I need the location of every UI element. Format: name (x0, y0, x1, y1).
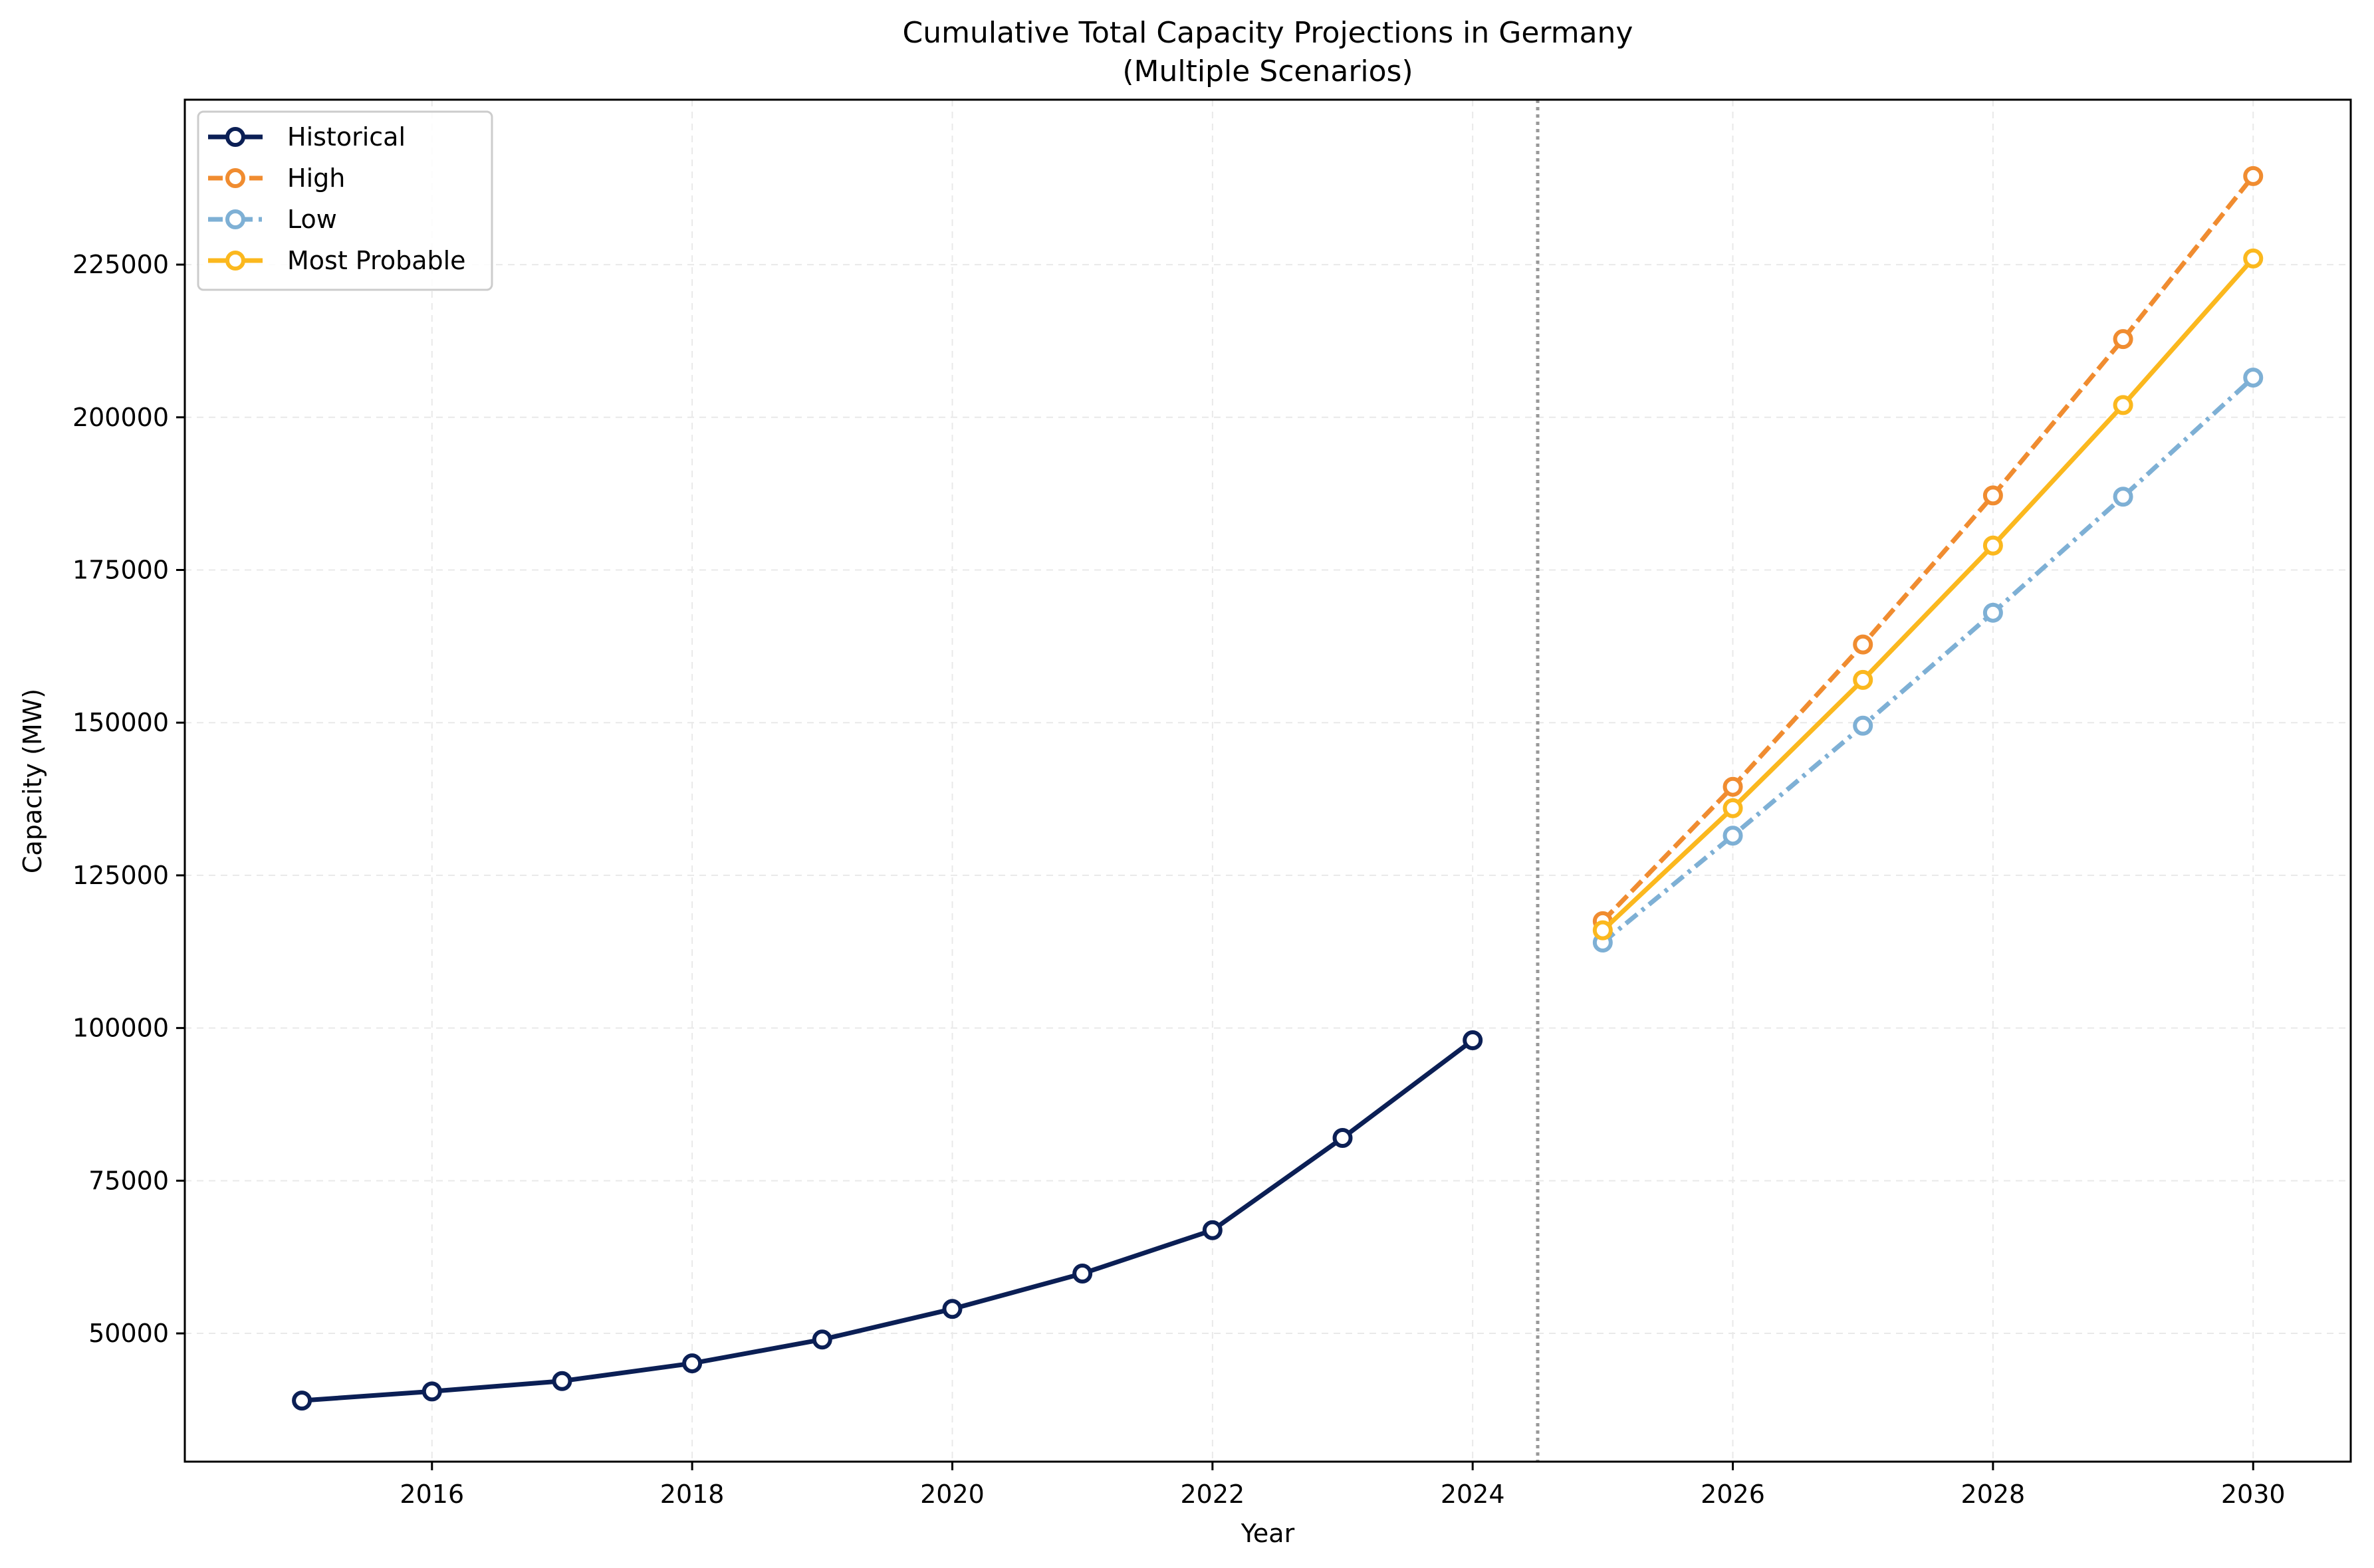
data-point (1722, 776, 1743, 797)
legend-label: Historical (287, 122, 406, 152)
y-tick-label: 125000 (72, 861, 169, 890)
data-point (1982, 602, 2003, 623)
data-point (1463, 1030, 1483, 1051)
y-tick-label: 200000 (72, 403, 169, 432)
y-tick-label: 175000 (72, 556, 169, 585)
data-point (2113, 329, 2133, 350)
plot-frame (183, 98, 2352, 1463)
data-point (682, 1353, 703, 1374)
series-most-probable (1592, 248, 2264, 941)
data-point (2243, 166, 2264, 186)
y-tick-label: 150000 (72, 708, 169, 737)
x-tick-label: 2022 (1180, 1480, 1245, 1509)
data-point (942, 1299, 963, 1319)
x-tick-label: 2026 (1701, 1480, 1765, 1509)
data-point (1202, 1220, 1223, 1240)
legend-item: High (208, 164, 345, 193)
legend-item: Most Probable (208, 246, 466, 275)
series-high (1592, 166, 2264, 931)
data-point (1853, 715, 1873, 736)
legend-marker (225, 251, 245, 271)
data-point (1982, 535, 2003, 556)
x-axis-label: Year (1241, 1519, 1295, 1548)
y-tick-label: 50000 (88, 1319, 169, 1348)
x-tick-label: 2030 (2221, 1480, 2286, 1509)
legend-marker (225, 127, 245, 147)
series-line (1601, 257, 2255, 933)
data-point (2243, 248, 2264, 269)
data-point (2113, 487, 2133, 507)
grid-lines (185, 100, 2351, 1462)
chart-subtitle: (Multiple Scenarios) (1122, 55, 1413, 88)
data-point (1982, 485, 2003, 506)
legend-item: Historical (208, 122, 406, 152)
x-tick-label: 2028 (1961, 1480, 2026, 1509)
legend-label: Most Probable (287, 246, 466, 275)
y-tick-label: 225000 (72, 250, 169, 279)
data-point (1853, 634, 1873, 655)
y-axis-label: Capacity (MW) (18, 689, 47, 873)
legend: Historical High Low Most Probable (197, 110, 493, 291)
series-layer (292, 166, 2264, 1411)
data-point (1853, 669, 1873, 690)
series-historical (292, 1030, 1483, 1411)
data-point (2113, 395, 2133, 415)
series-line (1601, 174, 2255, 923)
data-point (1722, 826, 1743, 846)
series-line (1601, 376, 2255, 945)
x-tick-label: 2020 (920, 1480, 985, 1509)
data-point (1332, 1128, 1353, 1149)
legend-label: High (287, 164, 345, 193)
data-point (1592, 920, 1613, 941)
y-tick-label: 100000 (72, 1014, 169, 1043)
data-point (2243, 368, 2264, 388)
x-axis: 2016 2018 2020 2022 2024 2026 2028 2030 (400, 1462, 2286, 1509)
y-axis: 50000 75000 100000 125000 150000 175000 200000… (72, 250, 185, 1348)
data-point (812, 1329, 832, 1350)
y-tick-label: 75000 (88, 1166, 169, 1195)
series-low (1592, 368, 2264, 952)
data-point (552, 1371, 572, 1391)
data-point (292, 1391, 312, 1411)
data-point (421, 1381, 442, 1402)
legend-frame (197, 110, 493, 291)
data-point (1072, 1263, 1093, 1284)
data-point (1722, 798, 1743, 818)
legend-marker (225, 209, 245, 229)
legend-item: Low (208, 205, 337, 234)
legend-marker (225, 168, 245, 188)
x-tick-label: 2024 (1441, 1480, 1505, 1509)
x-tick-label: 2016 (400, 1480, 464, 1509)
x-tick-label: 2018 (660, 1480, 725, 1509)
legend-label: Low (287, 205, 337, 234)
series-line (301, 1038, 1475, 1403)
chart-title: Cumulative Total Capacity Projections in… (903, 16, 1633, 50)
